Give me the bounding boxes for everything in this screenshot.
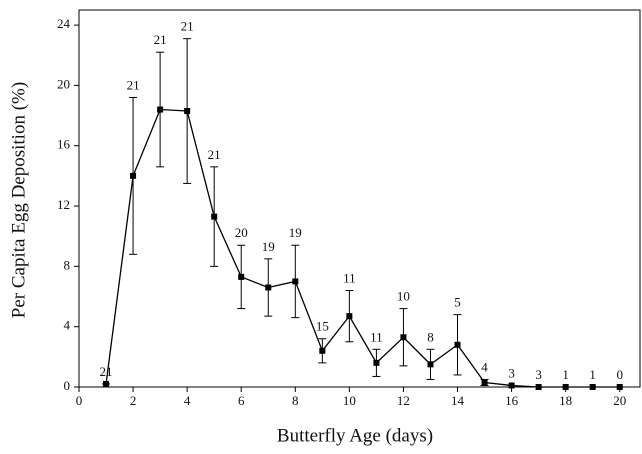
x-tick-label: 20 <box>613 393 626 408</box>
x-axis-label: Butterfly Age (days) <box>277 425 433 446</box>
sample-size-label: 4 <box>481 359 488 374</box>
sample-size-label: 21 <box>127 77 140 92</box>
data-point <box>616 384 623 390</box>
data-point <box>481 379 488 386</box>
sample-size-label: 19 <box>262 239 275 254</box>
data-point <box>292 278 299 285</box>
data-point <box>238 273 245 280</box>
data-point <box>508 382 515 389</box>
sample-size-label: 1 <box>562 367 569 382</box>
data-point <box>562 384 569 390</box>
data-point <box>535 384 542 390</box>
x-tick-label: 16 <box>505 393 519 408</box>
data-point <box>211 213 218 220</box>
sample-size-label: 0 <box>616 367 623 382</box>
data-point <box>184 108 191 115</box>
y-tick-label: 20 <box>57 76 70 91</box>
sample-size-label: 8 <box>427 329 434 344</box>
sample-size-label: 3 <box>535 367 542 382</box>
x-tick-label: 10 <box>343 393 356 408</box>
x-tick-label: 4 <box>184 393 191 408</box>
x-tick-label: 14 <box>451 393 465 408</box>
sample-size-label: 21 <box>154 32 167 47</box>
plot-frame <box>78 9 641 388</box>
x-tick-label: 8 <box>292 393 299 408</box>
y-tick-label: 12 <box>57 197 70 212</box>
x-tick-label: 18 <box>559 393 572 408</box>
y-tick-label: 0 <box>64 378 71 393</box>
x-tick-label: 2 <box>130 393 137 408</box>
y-tick-label: 8 <box>64 257 71 272</box>
data-point <box>427 361 434 368</box>
sample-size-label: 11 <box>343 270 356 285</box>
data-point <box>130 172 137 179</box>
sample-size-label: 3 <box>508 365 515 380</box>
y-tick-label: 24 <box>57 16 71 31</box>
sample-size-label: 21 <box>100 364 113 379</box>
sample-size-label: 1 <box>589 367 596 382</box>
sample-size-label: 11 <box>370 329 383 344</box>
sample-size-label: 5 <box>454 295 461 310</box>
y-axis-label: Per Capita Egg Deposition (%) <box>8 82 29 318</box>
y-tick-label: 16 <box>57 137 71 152</box>
sample-size-label: 19 <box>289 225 302 240</box>
sample-size-label: 21 <box>208 147 221 162</box>
data-point <box>400 334 407 341</box>
sample-size-label: 21 <box>181 19 194 34</box>
sample-size-label: 15 <box>316 319 329 334</box>
y-tick-label: 4 <box>64 318 71 333</box>
x-tick-label: 0 <box>76 393 83 408</box>
data-point <box>454 341 461 348</box>
data-point <box>319 347 326 354</box>
x-tick-label: 12 <box>397 393 410 408</box>
sample-size-label: 20 <box>235 225 248 240</box>
data-point <box>265 284 272 291</box>
data-point <box>346 313 353 320</box>
data-point <box>157 106 164 113</box>
data-point <box>589 384 596 390</box>
sample-size-label: 10 <box>397 289 410 304</box>
data-point <box>103 380 110 387</box>
x-tick-label: 6 <box>238 393 245 408</box>
data-point <box>373 359 380 366</box>
data-line <box>105 108 620 388</box>
